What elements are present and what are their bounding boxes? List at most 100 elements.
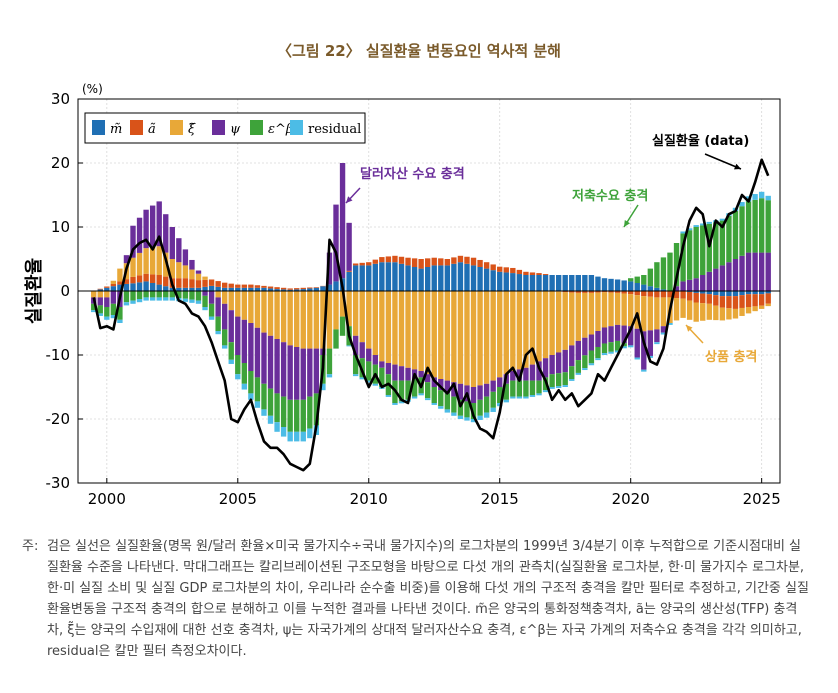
bar-xi [320,291,326,349]
bar-a [582,291,588,293]
bar-xi [582,292,588,338]
bar-psi [97,297,103,306]
bar-eb [595,347,601,359]
bar-eb [555,373,562,387]
bar-xi [176,262,182,279]
bar-m [398,263,405,291]
bar-m [274,289,280,291]
bar-eb [411,379,418,397]
bar-psi [562,349,568,373]
bar-a [104,286,110,288]
bar-res [326,374,333,378]
bar-eb [614,340,621,351]
bar-res [739,202,745,207]
bar-m [392,262,398,291]
bar-eb [529,380,536,395]
bar-res [503,399,509,403]
bar-eb [654,262,660,288]
bar-eb [503,383,509,400]
bar-psi [235,316,241,355]
bar-a [156,275,162,285]
bar-xi [189,269,195,280]
bar-psi [130,225,136,258]
bar-psi [359,342,365,359]
bar-psi [241,319,248,363]
bar-m [228,287,234,291]
bar-a [542,274,549,275]
bar-m [130,283,136,291]
bar-res [228,359,234,364]
bar-a [523,271,529,275]
bar-psi [392,364,398,381]
bar-res [261,409,267,416]
bar-a [706,294,712,304]
annotation-saving-demand: 저축수요 충격 [572,188,648,204]
bar-psi [549,355,555,375]
bar-res [91,310,97,313]
bar-xi [503,291,509,375]
bar-eb [483,396,490,413]
bar-res [241,383,248,390]
bar-a [497,266,503,272]
bar-a [372,259,378,264]
bar-a [425,258,431,267]
bar-m [182,287,189,291]
bar-m [169,287,175,291]
legend-swatch-res [290,120,303,135]
bar-res [195,300,202,304]
bar-res [267,415,274,424]
bar-xi [673,298,680,321]
bar-psi [660,326,667,333]
bar-xi [110,280,117,284]
bar-xi [267,291,274,336]
bar-eb [352,355,359,375]
y-tick-label: 10 [51,218,70,236]
bar-psi [156,201,162,247]
bar-xi [333,291,339,330]
bar-psi [654,329,660,343]
bar-a [713,295,719,306]
bar-xi [280,291,287,343]
bar-xi [529,291,536,365]
bar-m [438,265,444,291]
bar-a [379,257,385,263]
bar-res [280,427,287,437]
bar-m [470,265,477,291]
bar-psi [680,281,686,291]
bar-m [176,287,182,291]
bar-a [366,262,372,266]
bar-res [608,351,614,354]
bar-eb [241,363,248,384]
bar-xi [542,291,549,359]
bar-res [366,380,372,383]
bar-a [457,255,464,263]
bar-m [700,291,706,294]
bar-psi [346,222,352,271]
bar-psi [700,275,706,291]
bar-m [719,291,726,297]
bar-m [222,287,228,291]
bar-eb [719,220,726,266]
bar-m [654,287,660,291]
bar-psi [110,291,117,304]
bar-psi [425,374,431,383]
x-tick-label: 2020 [612,490,650,508]
bar-psi [595,331,601,347]
bar-eb [130,291,136,301]
bar-a [503,267,509,273]
bar-m [261,287,267,291]
bar-psi [176,238,182,263]
bar-psi [248,323,254,371]
bar-xi [241,291,248,320]
bar-m [542,275,549,291]
bar-eb [208,303,215,317]
bar-eb [202,295,208,307]
bar-eb [235,355,241,375]
bar-psi [510,371,516,381]
legend-swatch-m [92,120,105,135]
bar-res [595,358,601,361]
bar-res [464,417,470,421]
bar-m [497,271,503,291]
bar-psi [163,214,169,253]
bar-xi [693,302,699,322]
